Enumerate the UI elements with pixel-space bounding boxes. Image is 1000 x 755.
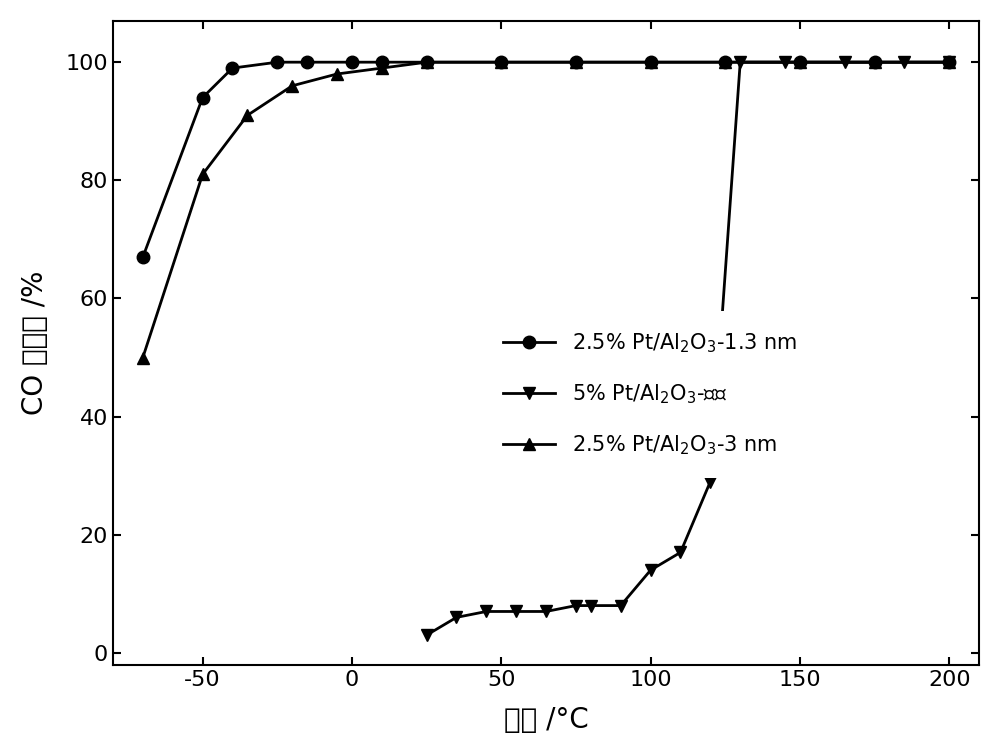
2.5% Pt/Al$_2$O$_3$-3 nm [645, 57, 657, 66]
2.5% Pt/Al$_2$O$_3$-3 nm [197, 170, 209, 179]
5% Pt/Al$_2$O$_3$-商业 [421, 630, 433, 639]
2.5% Pt/Al$_2$O$_3$-1.3 nm [719, 57, 731, 66]
2.5% Pt/Al$_2$O$_3$-3 nm [570, 57, 582, 66]
5% Pt/Al$_2$O$_3$-商业 [779, 57, 791, 66]
2.5% Pt/Al$_2$O$_3$-3 nm [719, 57, 731, 66]
2.5% Pt/Al$_2$O$_3$-1.3 nm [794, 57, 806, 66]
Line: 2.5% Pt/Al$_2$O$_3$-3 nm: 2.5% Pt/Al$_2$O$_3$-3 nm [137, 56, 956, 364]
2.5% Pt/Al$_2$O$_3$-1.3 nm [271, 57, 283, 66]
2.5% Pt/Al$_2$O$_3$-1.3 nm [645, 57, 657, 66]
2.5% Pt/Al$_2$O$_3$-1.3 nm [137, 253, 149, 262]
5% Pt/Al$_2$O$_3$-商业 [450, 613, 462, 622]
5% Pt/Al$_2$O$_3$-商业 [898, 57, 910, 66]
2.5% Pt/Al$_2$O$_3$-1.3 nm [495, 57, 507, 66]
2.5% Pt/Al$_2$O$_3$-1.3 nm [869, 57, 881, 66]
2.5% Pt/Al$_2$O$_3$-3 nm [331, 69, 343, 79]
2.5% Pt/Al$_2$O$_3$-3 nm [869, 57, 881, 66]
2.5% Pt/Al$_2$O$_3$-3 nm [495, 57, 507, 66]
2.5% Pt/Al$_2$O$_3$-3 nm [241, 111, 253, 120]
5% Pt/Al$_2$O$_3$-商业 [645, 565, 657, 575]
Line: 2.5% Pt/Al$_2$O$_3$-1.3 nm: 2.5% Pt/Al$_2$O$_3$-1.3 nm [137, 56, 956, 263]
5% Pt/Al$_2$O$_3$-商业 [570, 601, 582, 610]
Legend: 2.5% Pt/Al$_2$O$_3$-1.3 nm, 5% Pt/Al$_2$O$_3$-商业, 2.5% Pt/Al$_2$O$_3$-3 nm: 2.5% Pt/Al$_2$O$_3$-1.3 nm, 5% Pt/Al$_2$… [482, 311, 818, 478]
2.5% Pt/Al$_2$O$_3$-3 nm [943, 57, 955, 66]
5% Pt/Al$_2$O$_3$-商业 [734, 57, 746, 66]
Y-axis label: CO 转化率 /%: CO 转化率 /% [21, 270, 49, 415]
5% Pt/Al$_2$O$_3$-商业 [704, 477, 716, 486]
X-axis label: 温度 /°C: 温度 /°C [504, 706, 588, 734]
2.5% Pt/Al$_2$O$_3$-3 nm [794, 57, 806, 66]
5% Pt/Al$_2$O$_3$-商业 [510, 607, 522, 616]
2.5% Pt/Al$_2$O$_3$-1.3 nm [421, 57, 433, 66]
Line: 5% Pt/Al$_2$O$_3$-商业: 5% Pt/Al$_2$O$_3$-商业 [420, 56, 956, 641]
2.5% Pt/Al$_2$O$_3$-1.3 nm [376, 57, 388, 66]
2.5% Pt/Al$_2$O$_3$-3 nm [376, 63, 388, 72]
2.5% Pt/Al$_2$O$_3$-3 nm [137, 353, 149, 362]
2.5% Pt/Al$_2$O$_3$-1.3 nm [197, 93, 209, 102]
5% Pt/Al$_2$O$_3$-商业 [615, 601, 627, 610]
5% Pt/Al$_2$O$_3$-商业 [839, 57, 851, 66]
2.5% Pt/Al$_2$O$_3$-3 nm [421, 57, 433, 66]
5% Pt/Al$_2$O$_3$-商业 [943, 57, 955, 66]
5% Pt/Al$_2$O$_3$-商业 [585, 601, 597, 610]
2.5% Pt/Al$_2$O$_3$-1.3 nm [570, 57, 582, 66]
2.5% Pt/Al$_2$O$_3$-1.3 nm [346, 57, 358, 66]
5% Pt/Al$_2$O$_3$-商业 [674, 548, 686, 557]
2.5% Pt/Al$_2$O$_3$-3 nm [286, 82, 298, 91]
2.5% Pt/Al$_2$O$_3$-1.3 nm [301, 57, 313, 66]
5% Pt/Al$_2$O$_3$-商业 [480, 607, 492, 616]
2.5% Pt/Al$_2$O$_3$-1.3 nm [943, 57, 955, 66]
2.5% Pt/Al$_2$O$_3$-1.3 nm [226, 63, 238, 72]
5% Pt/Al$_2$O$_3$-商业 [540, 607, 552, 616]
